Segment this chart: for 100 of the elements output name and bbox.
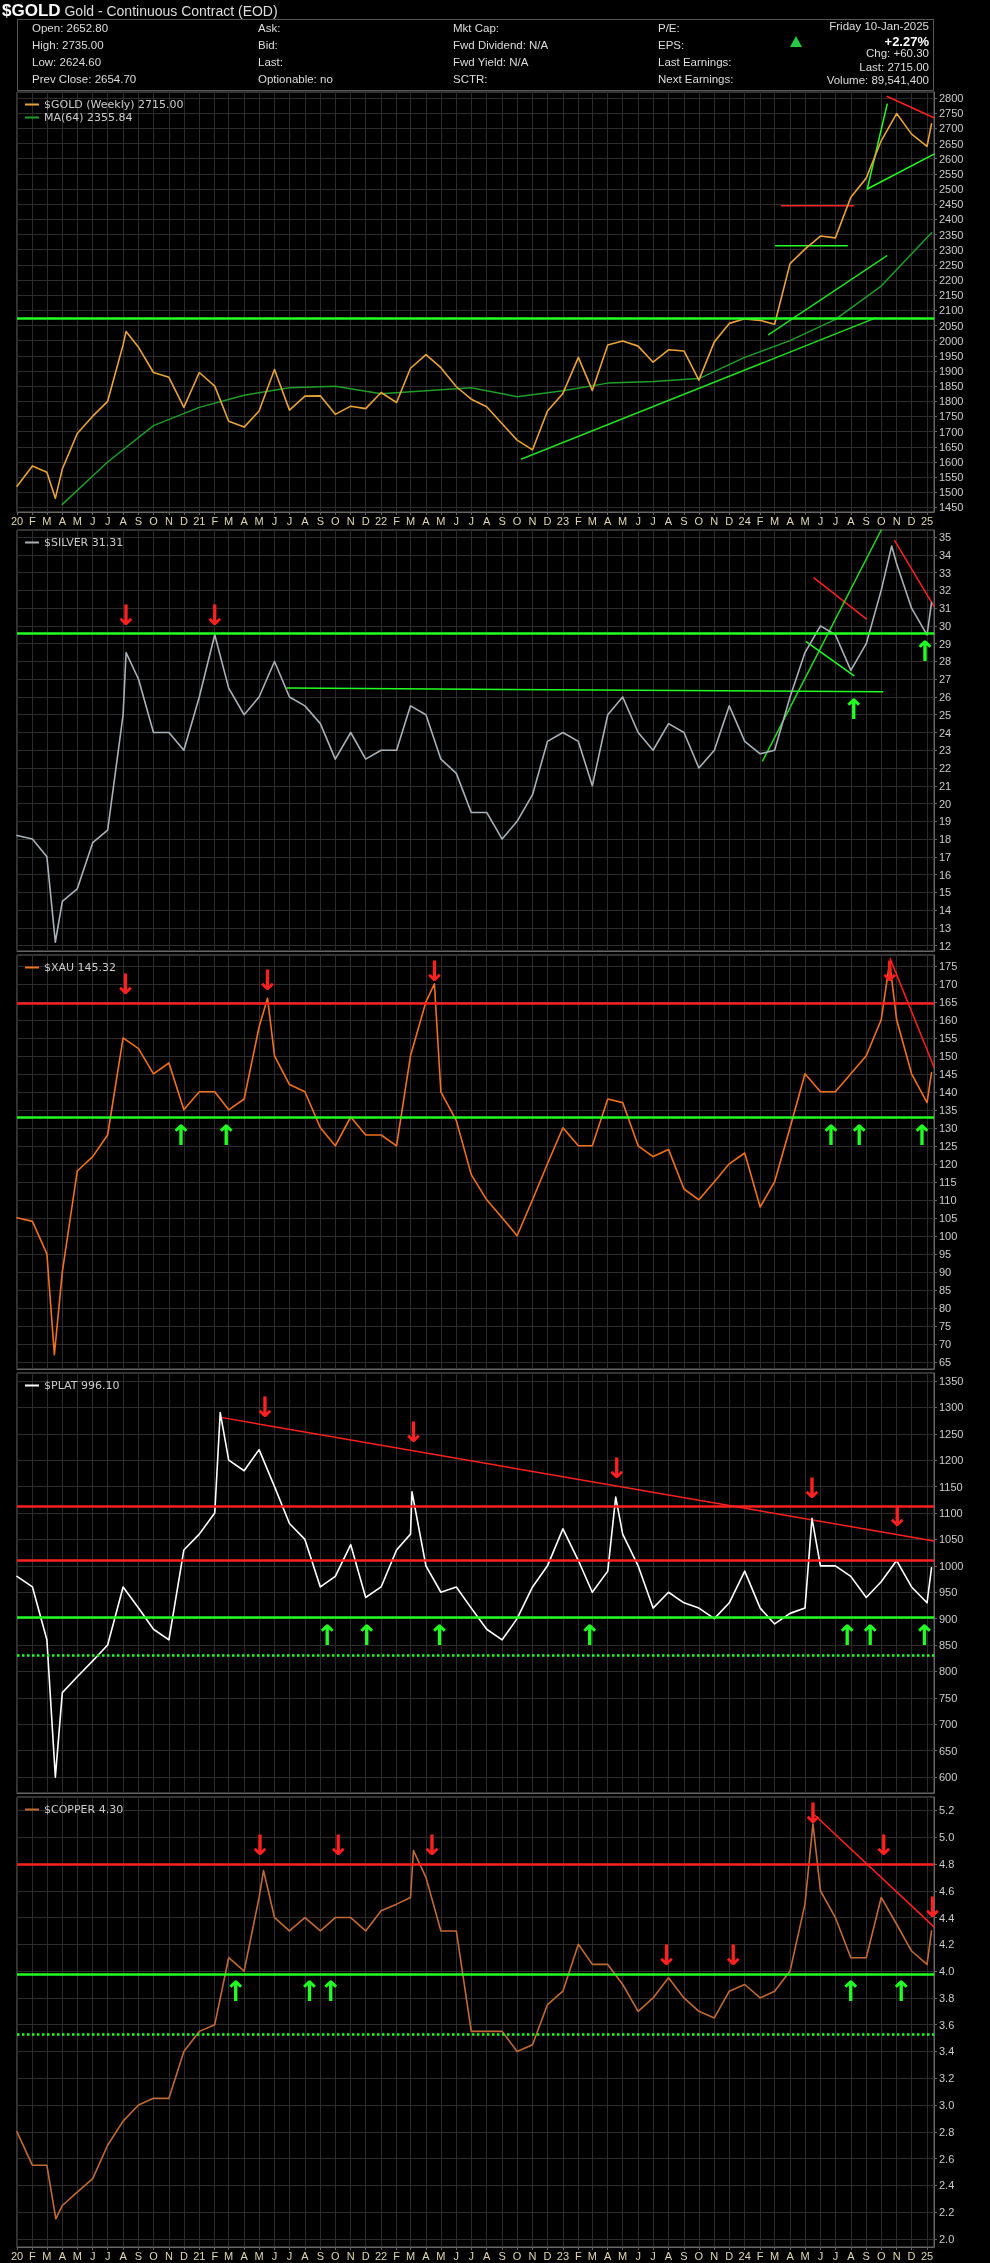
x-tick-label: F [29, 514, 37, 527]
y-tick-label: 22 [939, 762, 952, 775]
x-tick-label: M [436, 2249, 446, 2262]
text: +2.27% [884, 33, 929, 49]
text: Last Earnings: [658, 56, 732, 68]
y-tick-label: 100 [939, 1229, 958, 1242]
x-tick-label: F [756, 514, 764, 527]
y-tick-label: 650 [939, 1744, 958, 1757]
x-tick-label: M [224, 2249, 234, 2262]
annotation: ↑ [319, 1975, 343, 2009]
legend-label: $COPPER 4.30 [44, 1803, 124, 1816]
annotation: ↑ [214, 1119, 238, 1153]
annotation: ↓ [253, 1390, 277, 1424]
y-tick-label: 3.2 [939, 2072, 955, 2085]
x-tick-label: M [436, 514, 446, 527]
text: Prev Close: 2654.70 [32, 73, 137, 85]
x-tick-label: N [164, 514, 173, 527]
annotation: ↓ [401, 1416, 426, 1450]
annotation: ↑ [819, 1119, 843, 1153]
annotation: ↓ [326, 1829, 351, 1863]
y-tick-label: 5.2 [939, 1804, 955, 1817]
x-tick-label: 23 [556, 2249, 570, 2262]
x-tick-label: 21 [193, 2249, 206, 2262]
y-tick-label: 2.0 [939, 2232, 955, 2245]
y-tick-label: 34 [939, 548, 952, 561]
y-tick-label: 32 [939, 584, 952, 597]
y-tick-label: 3.4 [939, 2045, 955, 2058]
y-tick-label: 150 [939, 1049, 958, 1062]
x-tick-label: M [770, 514, 780, 527]
x-tick-label: 24 [738, 2249, 751, 2262]
text: Ask: [258, 22, 281, 34]
x-tick-label: 20 [10, 2249, 24, 2262]
x-tick-label: D [179, 514, 188, 527]
x-tick-label: N [346, 514, 355, 527]
x-tick-label: A [786, 2249, 795, 2262]
x-tick-label: S [680, 514, 688, 527]
y-tick-label: 155 [939, 1031, 958, 1044]
x-tick-label: O [149, 2249, 159, 2262]
y-tick-label: 95 [939, 1247, 952, 1260]
x-tick-label: M [224, 514, 234, 527]
y-tick-label: 35 [939, 531, 952, 544]
x-tick-label: J [635, 2249, 641, 2262]
x-tick-label: A [604, 514, 613, 527]
y-tick-label: 70 [939, 1337, 952, 1350]
x-tick-label: M [800, 2249, 810, 2262]
annotation: ↑ [912, 1618, 937, 1652]
y-tick-label: 28 [939, 655, 952, 668]
x-tick-label: M [800, 514, 810, 527]
x-tick-label: F [393, 514, 401, 527]
annotation: ↓ [800, 1472, 824, 1506]
x-tick-label: J [89, 2249, 96, 2262]
y-tick-label: 750 [939, 1691, 958, 1704]
x-tick-label: J [271, 514, 278, 527]
x-tick-label: O [876, 2249, 886, 2262]
x-tick-label: F [756, 2249, 764, 2262]
y-tick-label: 2400 [939, 213, 964, 226]
y-tick-label: 18 [939, 833, 952, 846]
x-tick-label: A [786, 514, 795, 527]
y-tick-label: 1100 [939, 1507, 963, 1519]
text: Last: 2715.00 [859, 60, 929, 73]
x-tick-label: J [104, 2249, 111, 2262]
text: Volume: 89,541,400 [826, 74, 929, 86]
y-tick-label: 26 [939, 690, 952, 703]
legend-label: $GOLD (Weekly) 2715.00 [44, 98, 184, 111]
y-tick-label: 1250 [939, 1427, 964, 1440]
y-tick-label: 950 [939, 1586, 958, 1599]
legend-label: $SILVER 31.31 [44, 536, 124, 549]
x-tick-label: M [618, 514, 628, 527]
x-tick-label: D [543, 514, 552, 527]
annotation: ↑ [913, 634, 937, 668]
y-tick-label: 1150 [939, 1480, 963, 1493]
y-tick-label: 1500 [939, 486, 964, 499]
x-tick-label: F [211, 514, 219, 527]
y-tick-label: 2300 [939, 243, 964, 256]
x-tick-label: M [42, 2249, 52, 2262]
chart-title: $GOLD [2, 1, 61, 20]
annotation: ↑ [169, 1119, 193, 1153]
text: Mkt Cap: [453, 22, 500, 34]
x-tick-label: J [817, 514, 824, 527]
x-tick-label: S [316, 514, 325, 527]
y-tick-label: 31 [939, 602, 952, 615]
x-tick-label: J [832, 514, 839, 527]
x-tick-label: D [725, 514, 734, 527]
annotation: ↓ [255, 963, 280, 997]
y-tick-label: 120 [939, 1157, 958, 1170]
x-tick-label: M [587, 514, 597, 527]
x-tick-label: A [847, 2249, 856, 2262]
y-tick-label: 5.0 [939, 1831, 955, 1844]
x-tick-label: O [876, 514, 886, 527]
x-tick-label: S [680, 2249, 688, 2262]
x-tick-label: A [119, 514, 128, 527]
y-tick-label: 160 [939, 1013, 958, 1026]
y-tick-label: 1850 [939, 380, 964, 393]
text: Low: 2624.60 [32, 56, 102, 68]
y-tick-label: 600 [939, 1771, 958, 1784]
annotation: ↑ [839, 1975, 863, 2009]
x-tick-label: D [907, 514, 916, 527]
x-tick-label: F [574, 514, 582, 527]
y-tick-label: 900 [939, 1612, 958, 1625]
y-tick-label: 19 [939, 815, 952, 828]
